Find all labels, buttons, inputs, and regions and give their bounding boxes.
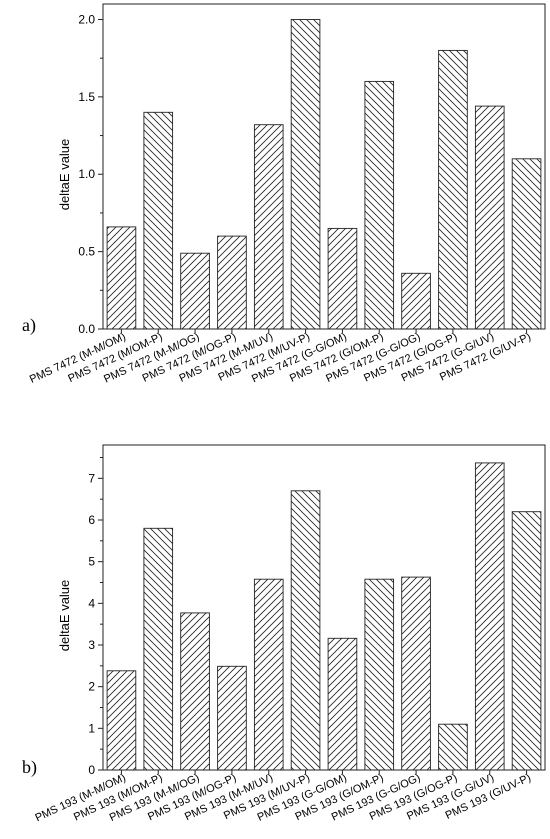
y-tick-label: 2.0 — [78, 12, 95, 26]
bar — [253, 124, 284, 330]
y-tick-label: 0 — [88, 763, 95, 777]
y-tick-label: 6 — [88, 513, 95, 527]
bar — [474, 105, 505, 330]
y-tick-label: 7 — [88, 471, 95, 485]
bar — [106, 670, 137, 771]
bar — [474, 462, 505, 771]
bar — [106, 226, 137, 330]
y-tick-label: 0.5 — [78, 245, 95, 259]
bar — [253, 578, 284, 771]
y-tick-label: 0.0 — [78, 322, 95, 336]
bar — [438, 723, 468, 771]
y-tick-label: 4 — [88, 596, 95, 610]
bar — [401, 272, 431, 330]
bar — [143, 527, 174, 771]
y-axis-label: deltaE value — [57, 139, 72, 211]
bar — [290, 490, 321, 771]
bar — [143, 111, 174, 330]
y-tick-label: 1 — [88, 721, 95, 735]
bar — [180, 612, 210, 771]
bar — [217, 235, 247, 330]
bar — [290, 19, 321, 330]
y-tick-label: 3 — [88, 638, 95, 652]
y-tick-label: 5 — [88, 555, 95, 569]
bar — [327, 227, 358, 330]
y-tick-label: 1.5 — [78, 90, 95, 104]
y-tick-label: 1.0 — [78, 167, 95, 181]
bar — [327, 637, 358, 771]
bar — [438, 49, 468, 330]
bar — [364, 578, 395, 771]
y-tick-label: 2 — [88, 680, 95, 694]
plot-frame — [102, 444, 546, 771]
panel-label: a) — [22, 315, 36, 336]
bar — [401, 576, 431, 771]
bar — [180, 252, 210, 330]
bar — [217, 665, 247, 771]
plot-frame — [102, 3, 546, 330]
bar — [511, 511, 542, 771]
panel-label: b) — [22, 757, 37, 778]
bar — [364, 80, 395, 330]
y-axis-label: deltaE value — [57, 580, 72, 652]
bar — [511, 158, 542, 330]
